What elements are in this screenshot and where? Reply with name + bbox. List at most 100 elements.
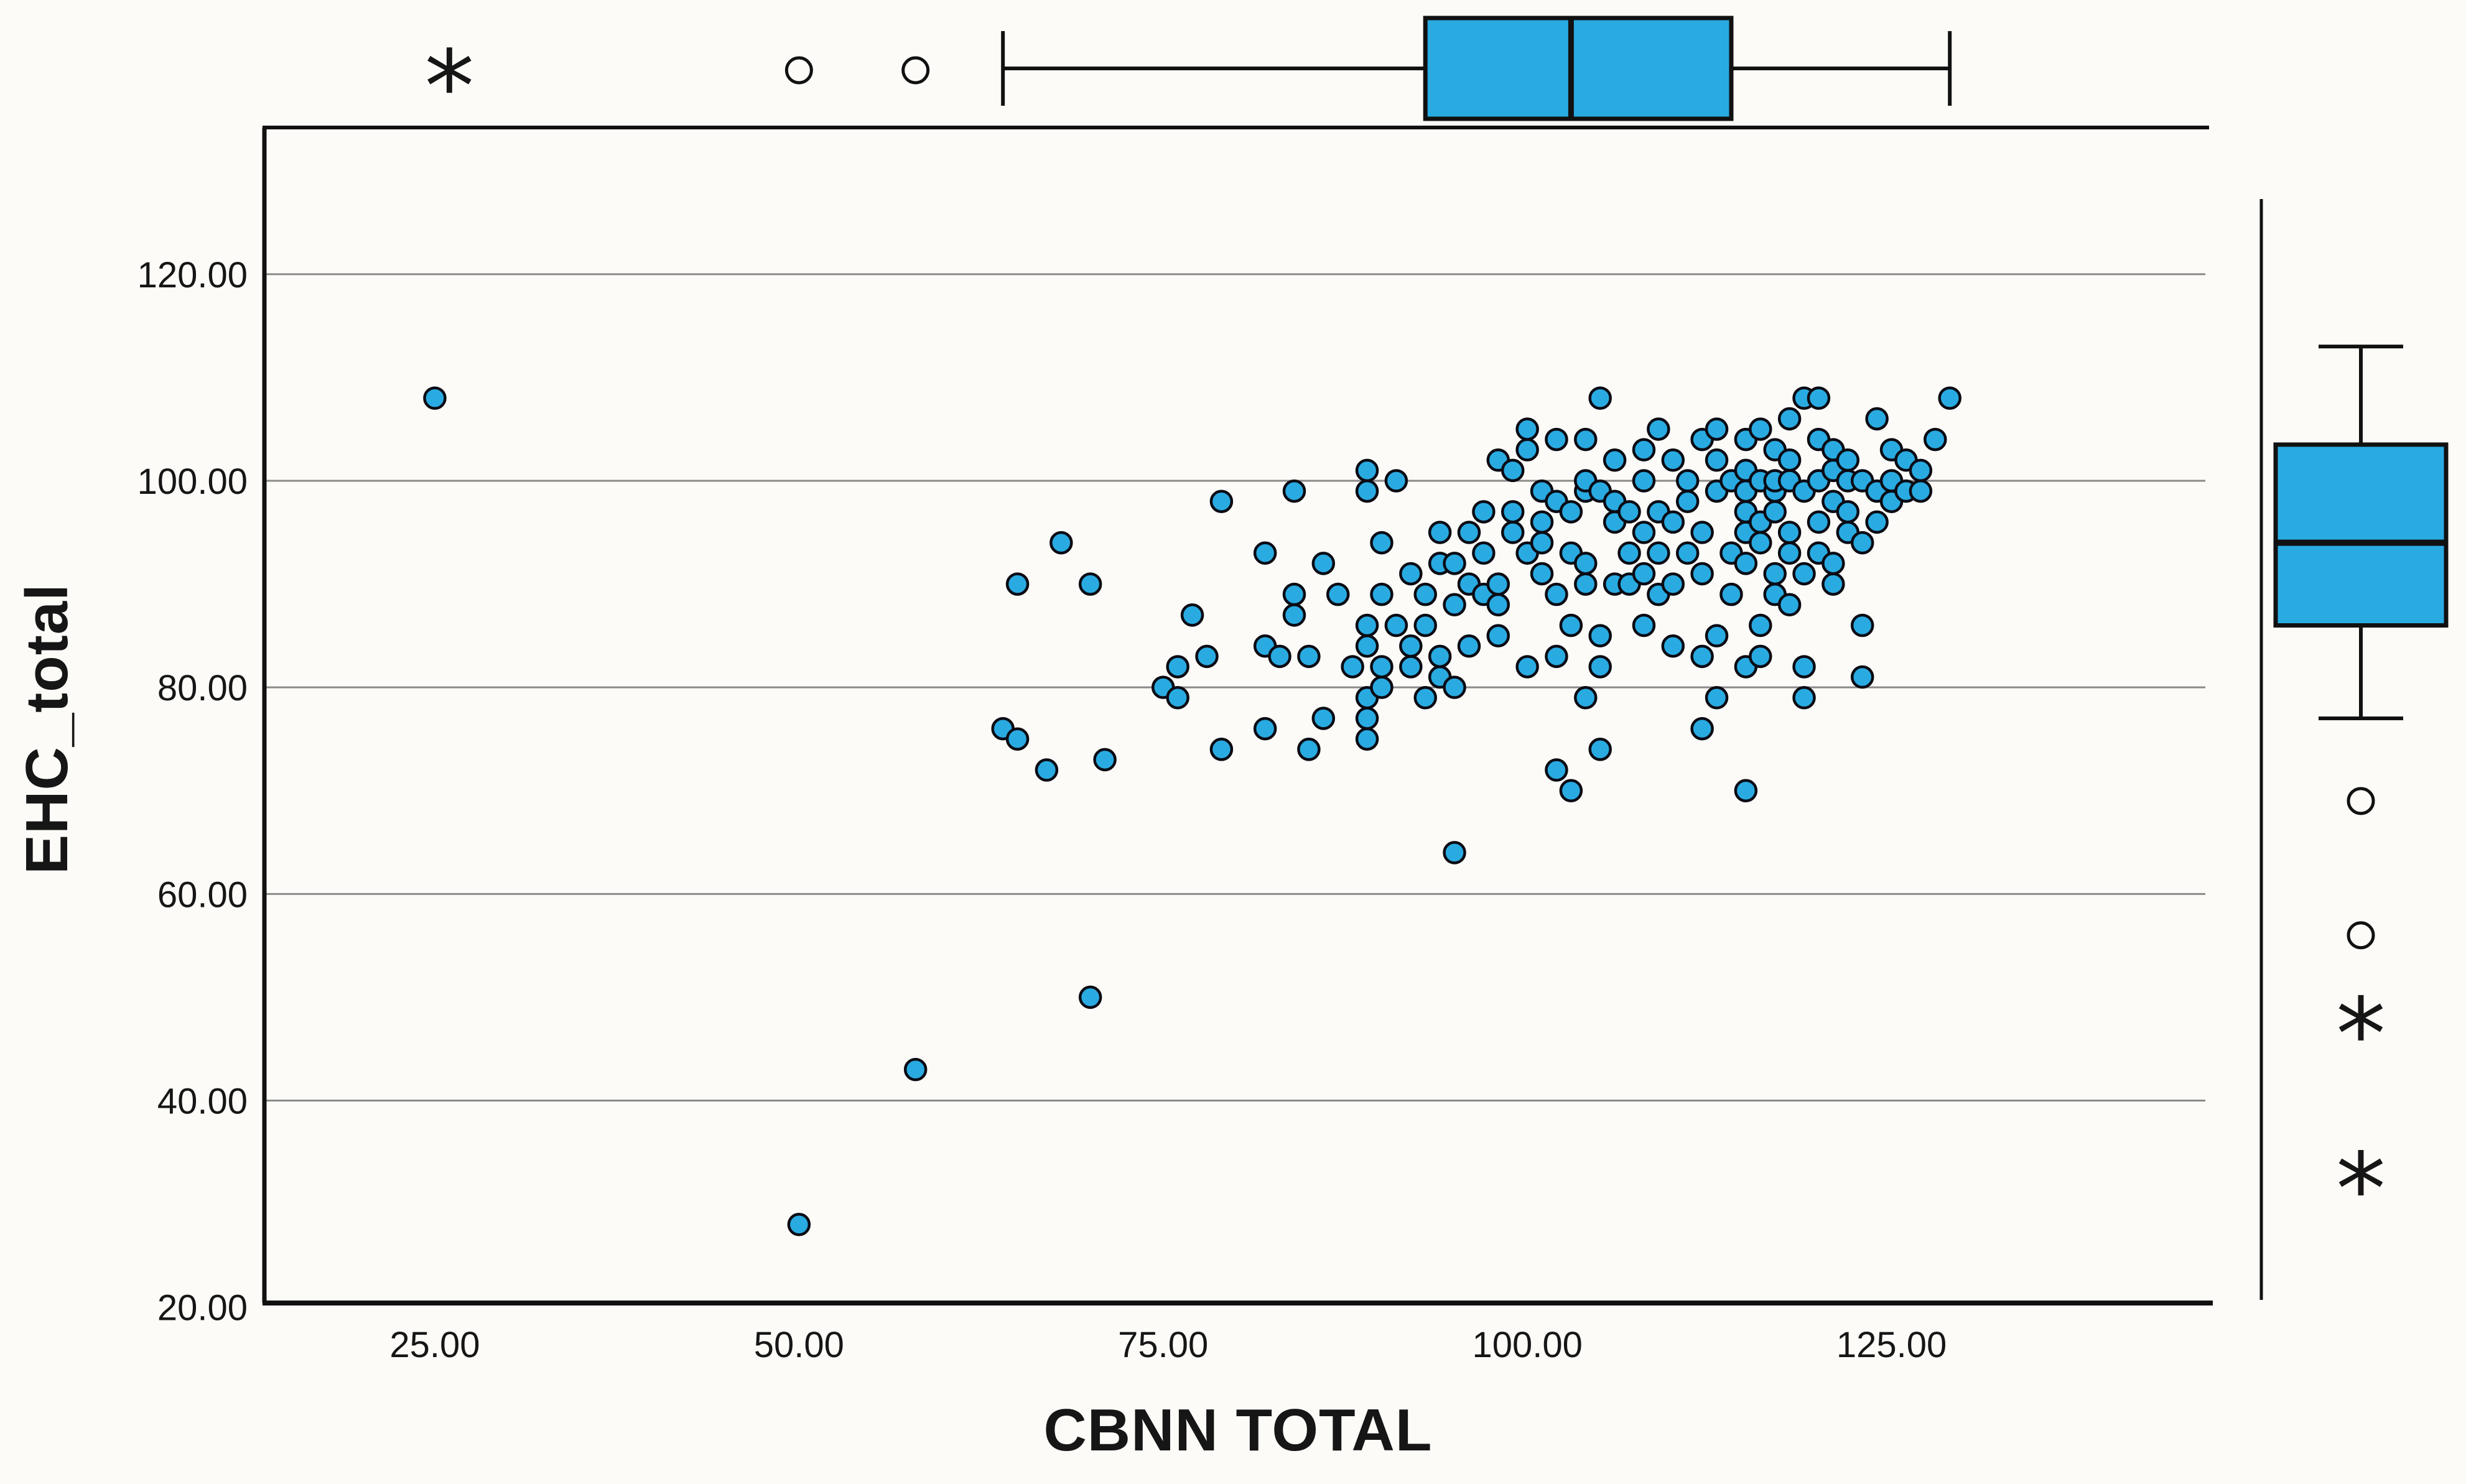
scatter-point (1195, 644, 1219, 669)
scatter-point (1370, 675, 1394, 699)
scatter-point (1384, 469, 1408, 493)
scatter-point-layer (423, 386, 1961, 1236)
scatter-point (1574, 686, 1598, 710)
top-boxplot-box (1423, 16, 1734, 121)
scatter-point (1515, 417, 1539, 441)
scatter-point (1049, 531, 1073, 555)
scatter-point (1443, 552, 1466, 575)
scatter-point (1399, 655, 1423, 679)
scatter-point (1384, 613, 1408, 638)
x-axis-title: CBNN TOTAL (1043, 1397, 1432, 1463)
scatter-point (1559, 613, 1583, 638)
scatter-point (1850, 665, 1874, 689)
scatter-point (1399, 562, 1423, 586)
right-boxplot-outlier-circle (2347, 787, 2375, 815)
scatter-point (1355, 458, 1379, 483)
scatter-point (1588, 624, 1612, 647)
y-tick-label-120: 120.00 (137, 255, 248, 295)
scatter-point (1777, 448, 1802, 472)
scatter-point (1632, 613, 1656, 638)
scatter-point (1690, 716, 1714, 741)
scatter-point (1326, 582, 1350, 606)
scatter-point (1443, 841, 1466, 865)
scatter-point (1749, 531, 1772, 555)
scatter-point (1588, 386, 1612, 410)
scatter-point (1719, 582, 1743, 606)
scatter-point (1078, 985, 1102, 1009)
scatter-point (1850, 531, 1874, 555)
scatter-point (1282, 603, 1306, 627)
scatter-point (1661, 510, 1685, 534)
right-boxplot-extreme-star: * (2336, 976, 2386, 1093)
scatter-point (1472, 541, 1496, 565)
scatter-point (1574, 427, 1598, 452)
scatter-point (1822, 552, 1845, 575)
scatter-point (1341, 655, 1364, 679)
scatter-point (1822, 572, 1845, 596)
scatter-point (1705, 624, 1729, 647)
scatter-point (1545, 427, 1568, 452)
top-boxplot-outlier-circle (901, 56, 930, 85)
scatter-point (1865, 407, 1889, 431)
scatter-point (1486, 624, 1510, 647)
scatter-point (1370, 582, 1394, 606)
scatter-point (1632, 469, 1656, 493)
scatter-point (1865, 510, 1889, 534)
scatter-point (1675, 541, 1700, 565)
scatter-point (1632, 562, 1656, 586)
scatter-point (1515, 438, 1539, 461)
scatter-point (1574, 552, 1598, 575)
y-tick-label-80: 80.00 (157, 668, 248, 708)
scatter-point (1530, 562, 1554, 586)
scatter-point (1777, 521, 1802, 544)
scatter-point (1486, 572, 1510, 596)
scatter-point (1413, 613, 1437, 638)
scatter-point (1253, 716, 1277, 741)
x-tick-label-25: 25.00 (389, 1325, 480, 1365)
scatter-point (1515, 655, 1539, 679)
scatter-point (1413, 582, 1437, 606)
scatter-point (1311, 707, 1336, 730)
scatter-point (1792, 655, 1816, 679)
top-boxplot-outlier-circle (784, 56, 813, 85)
plot-frame-layer (262, 126, 2213, 1305)
scatter-point (1647, 541, 1670, 565)
scatter-point (1705, 686, 1729, 710)
scatter-point (1938, 386, 1961, 410)
scatter-point (1311, 552, 1336, 575)
scatter-point (1734, 552, 1758, 575)
scatter-point (1355, 634, 1379, 658)
scatter-point (1355, 727, 1379, 751)
scatter-point (1501, 500, 1525, 524)
scatter-point (1661, 634, 1685, 658)
scatter-point (1545, 758, 1568, 782)
scatter-point (1617, 541, 1641, 565)
scatter-point (1588, 655, 1612, 679)
scatter-point (1209, 489, 1234, 513)
scatter-point (1457, 634, 1481, 658)
scatter-point (1501, 458, 1525, 483)
scatter-point (1428, 644, 1452, 669)
scatter-point (1370, 531, 1394, 555)
scatter-point (1443, 675, 1466, 699)
x-tick-label-125: 125.00 (1836, 1325, 1947, 1365)
scatter-point (1705, 448, 1729, 472)
scatter-point (1850, 613, 1874, 638)
scatter-point (1078, 572, 1102, 596)
scatter-point (1166, 686, 1189, 710)
tick-label-layer: 20.00 40.00 60.00 80.00 100.00 120.00 25.00 50.… (137, 255, 1947, 1365)
scatter-point (1282, 582, 1306, 606)
scatter-point (1559, 779, 1583, 802)
y-tick-label-100: 100.00 (137, 461, 248, 502)
scatter-point (1777, 541, 1802, 565)
right-boxplot-box (2273, 442, 2449, 628)
scatter-point (1617, 500, 1641, 524)
scatter-point (1749, 417, 1772, 441)
scatter-point (1297, 644, 1321, 669)
scatter-point (1661, 448, 1685, 472)
scatter-point (1836, 500, 1860, 524)
scatter-point (1777, 593, 1802, 617)
scatter-point (1632, 521, 1656, 544)
